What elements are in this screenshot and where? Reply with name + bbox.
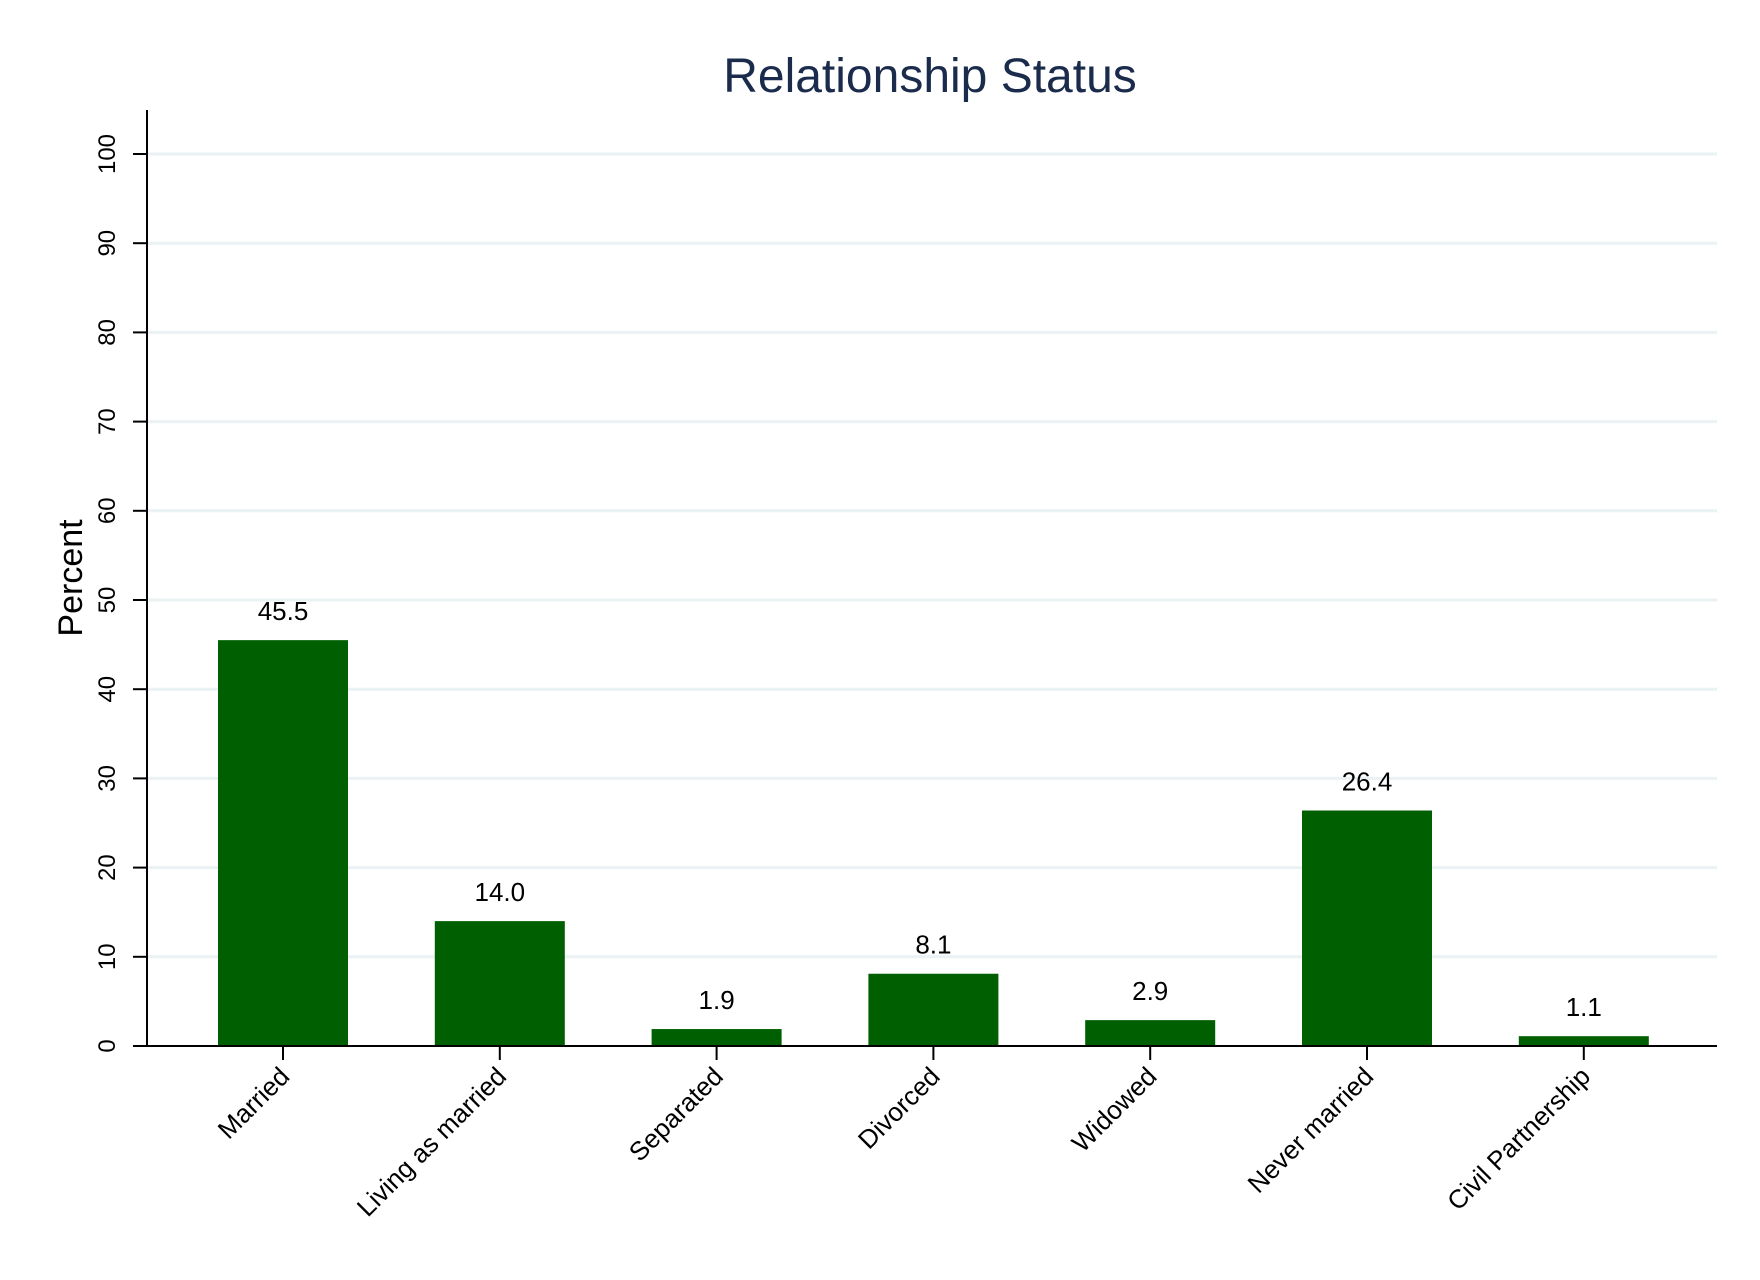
y-tick-label: 70 [94,408,121,435]
y-tick-label: 40 [94,676,121,703]
bars [218,640,1649,1046]
x-tick-labels: Married Living as married Separated Divorce… [212,1046,1596,1222]
x-tick-label: Married [212,1061,296,1145]
x-tick-label: Never married [1242,1061,1380,1199]
bar [651,1029,782,1046]
y-tick-label: 10 [94,943,121,970]
gridlines [147,152,1717,959]
value-labels: 45.5 14.0 1.9 8.1 2.9 26.4 1.1 [258,596,1602,1022]
bar-value-label: 45.5 [258,596,309,626]
bar-value-label: 1.1 [1566,992,1602,1022]
y-tick-label: 30 [94,765,121,792]
y-tick-label: 100 [94,134,121,174]
bar [1518,1036,1649,1046]
x-tick-label: Widowed [1066,1061,1163,1158]
x-tick-label: Divorced [852,1061,946,1155]
bar [1302,810,1432,1046]
x-tick-label: Living as married [351,1061,512,1222]
bar-value-label: 2.9 [1132,976,1168,1006]
x-tick-label: Civil Partnership [1441,1061,1596,1216]
bar-value-label: 8.1 [915,930,951,960]
bar-value-label: 14.0 [474,877,525,907]
y-tick-label: 50 [94,587,121,614]
bar [218,640,348,1046]
x-tick-label: Separated [623,1061,729,1167]
y-tick-label: 60 [94,497,121,524]
y-axis-label: Percent [52,519,90,637]
bar-value-label: 1.9 [699,985,735,1015]
y-ticks: 0 10 20 30 40 50 60 70 80 90 100 [94,134,147,1053]
bar-value-label: 26.4 [1342,767,1393,797]
y-tick-label: 80 [94,319,121,346]
bar [434,921,565,1046]
bar [868,973,999,1046]
y-tick-label: 90 [94,230,121,257]
chart-title: Relationship Status [723,50,1137,103]
y-tick-label: 20 [94,854,121,881]
bar [1085,1020,1216,1046]
y-tick-label: 0 [94,1039,121,1052]
